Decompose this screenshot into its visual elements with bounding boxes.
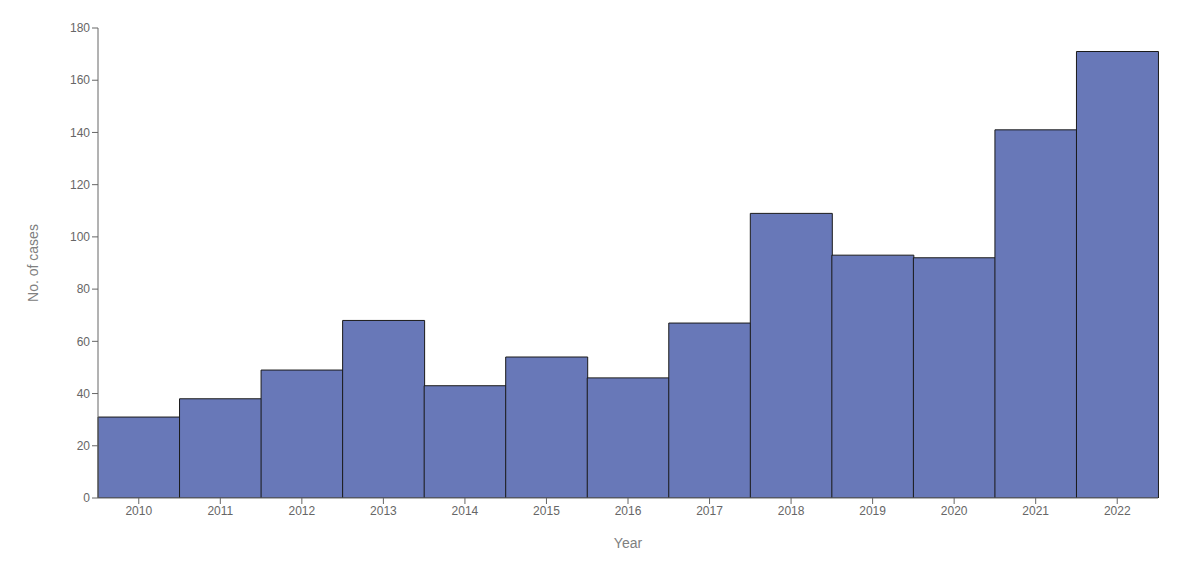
svg-text:2018: 2018	[778, 504, 805, 518]
svg-text:180: 180	[70, 21, 90, 35]
svg-text:No. of cases: No. of cases	[25, 224, 41, 302]
svg-text:2010: 2010	[125, 504, 152, 518]
svg-text:2015: 2015	[533, 504, 560, 518]
svg-text:60: 60	[77, 335, 91, 349]
svg-text:100: 100	[70, 230, 90, 244]
svg-text:80: 80	[77, 282, 91, 296]
svg-text:2016: 2016	[615, 504, 642, 518]
svg-text:2013: 2013	[370, 504, 397, 518]
svg-text:2019: 2019	[859, 504, 886, 518]
svg-text:160: 160	[70, 73, 90, 87]
svg-text:40: 40	[77, 387, 91, 401]
svg-text:120: 120	[70, 178, 90, 192]
svg-text:2021: 2021	[1022, 504, 1049, 518]
svg-text:20: 20	[77, 439, 91, 453]
svg-text:2011: 2011	[207, 504, 233, 518]
svg-text:2020: 2020	[941, 504, 968, 518]
svg-text:2014: 2014	[452, 504, 479, 518]
svg-text:2017: 2017	[696, 504, 723, 518]
svg-text:Year: Year	[614, 535, 643, 551]
svg-text:0: 0	[83, 491, 90, 505]
svg-text:2012: 2012	[288, 504, 315, 518]
svg-text:2022: 2022	[1104, 504, 1131, 518]
svg-text:140: 140	[70, 126, 90, 140]
